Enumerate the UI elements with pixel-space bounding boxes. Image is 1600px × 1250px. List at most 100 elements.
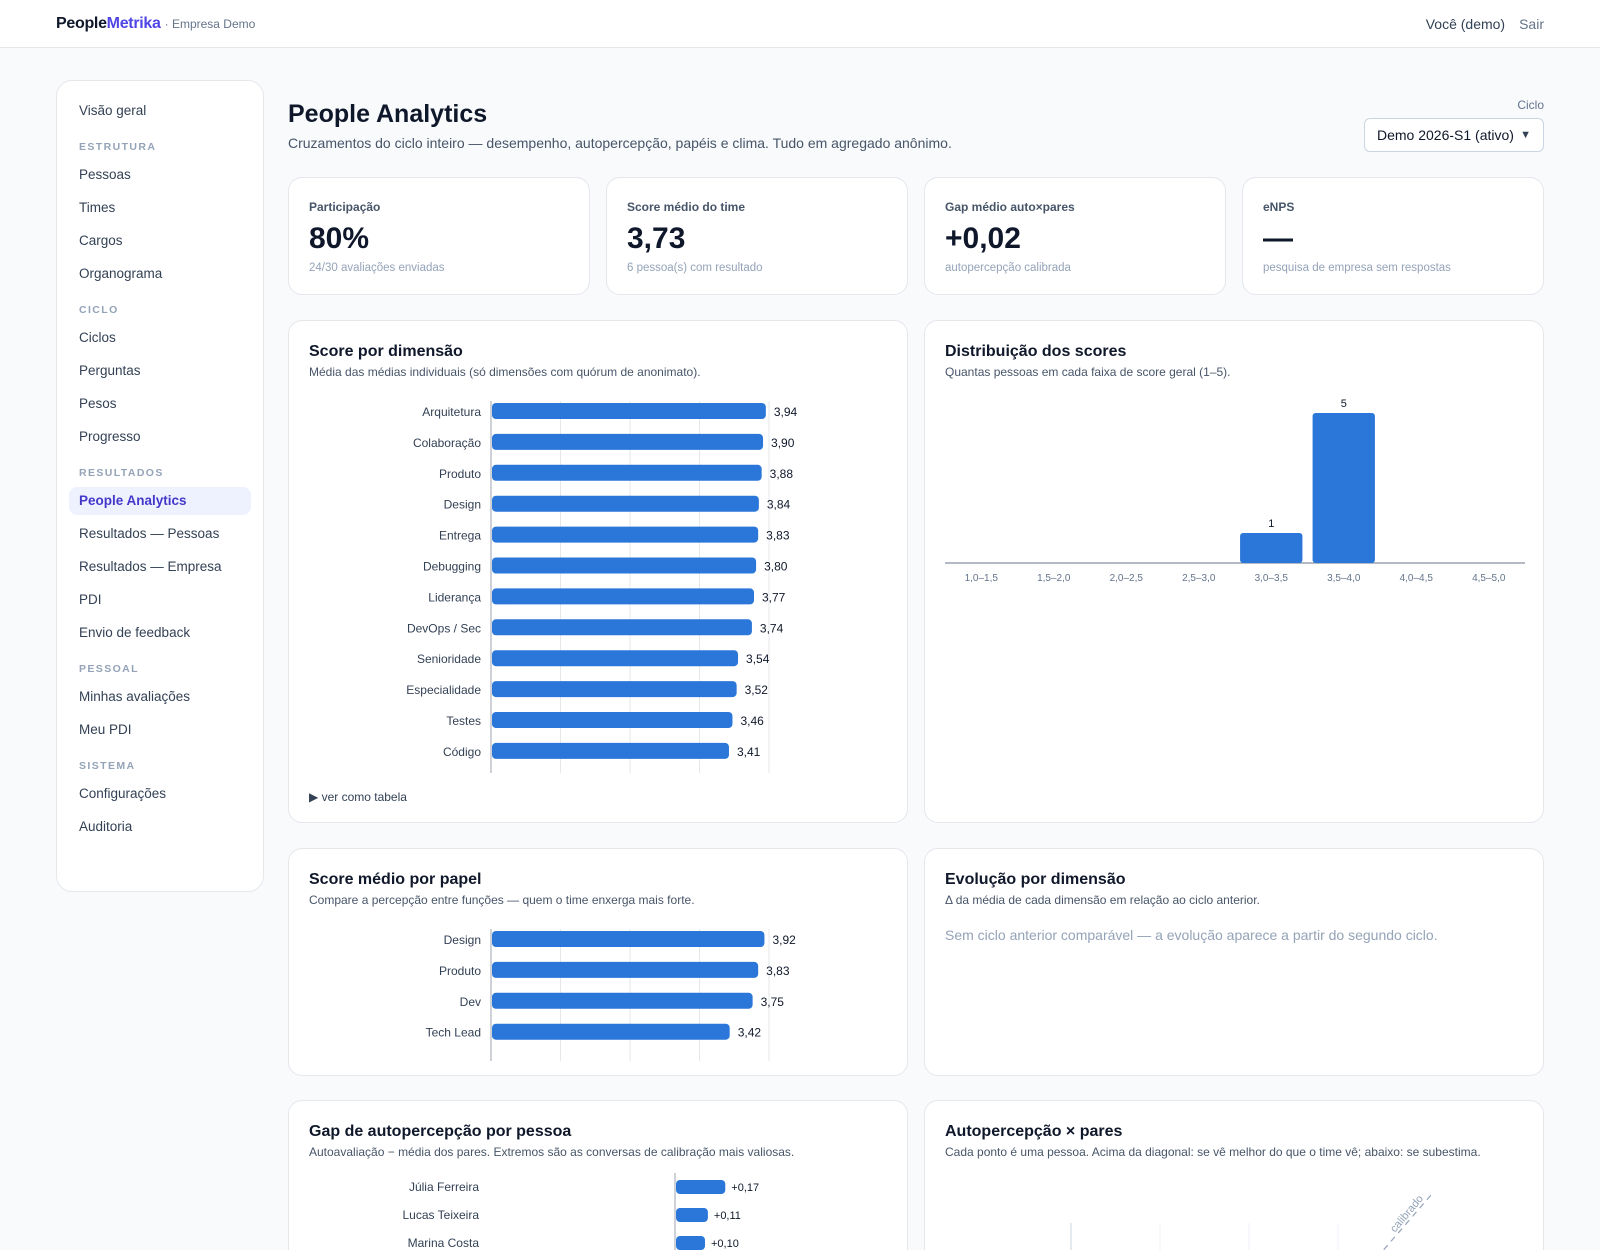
card-title: Autopercepção × pares <box>945 1123 1123 1140</box>
card-title: Score por dimensão <box>309 343 463 360</box>
cycle-label: Ciclo <box>1517 98 1544 112</box>
sidebar-item-pdi[interactable]: PDI <box>79 592 102 607</box>
bin-label: 2,5–3,0 <box>1182 573 1216 584</box>
chevron-down-icon: ▼ <box>1520 129 1531 141</box>
empty-state-text: Sem ciclo anterior comparável — a evoluç… <box>945 927 1438 943</box>
person-label: Marina Costa <box>408 1236 480 1250</box>
kpi-value: +0,02 <box>945 222 1021 255</box>
chart-bar <box>492 992 753 1009</box>
card-subtitle: Média das médias individuais (só dimensõ… <box>309 365 701 379</box>
scatter-plot: calibrado <box>1070 1193 1432 1250</box>
sidebar-item-envio-feedback[interactable]: Envio de feedback <box>79 625 191 640</box>
sidebar-item-organograma[interactable]: Organograma <box>79 266 163 281</box>
card-subtitle: Quantas pessoas em cada faixa de score g… <box>945 365 1231 379</box>
value-label: 3,52 <box>745 683 769 697</box>
sidebar-item-configuracoes[interactable]: Configurações <box>79 786 167 801</box>
bin-label: 1,5–2,0 <box>1037 573 1071 584</box>
category-label: Debugging <box>423 560 481 574</box>
sidebar-item-times[interactable]: Times <box>79 200 116 215</box>
sidebar-section-estrutura: ESTRUTURA <box>79 141 157 153</box>
bar-count-label: 5 <box>1341 398 1347 410</box>
value-label: 3,80 <box>764 560 788 574</box>
chart-bar <box>492 681 737 698</box>
bin-label: 4,0–4,5 <box>1400 573 1434 584</box>
category-label: DevOps / Sec <box>407 621 481 635</box>
chart-bar <box>676 1236 705 1250</box>
category-label: Arquitetura <box>422 405 481 419</box>
chart-bar <box>492 433 764 450</box>
card-subtitle: Cada ponto é uma pessoa. Acima da diagon… <box>945 1145 1481 1159</box>
sidebar-item-cargos[interactable]: Cargos <box>79 233 123 248</box>
value-label: 3,54 <box>746 652 770 666</box>
value-label: +0,17 <box>731 1182 759 1194</box>
category-label: Especialidade <box>406 683 481 697</box>
chart-bar <box>492 712 733 728</box>
sidebar-item-overview[interactable]: Visão geral <box>79 103 147 118</box>
user-name[interactable]: Você (demo) <box>1425 16 1506 32</box>
sidebar-item-people-analytics[interactable]: People Analytics <box>69 487 251 515</box>
table-toggle[interactable]: ▶ ver como tabela <box>309 790 407 804</box>
card-distribution: Distribuição dos scores Quantas pessoas … <box>924 320 1544 823</box>
card-subtitle: Compare a percepção entre funções — quem… <box>309 893 695 907</box>
value-label: 3,94 <box>774 405 798 419</box>
sidebar-item-perguntas[interactable]: Perguntas <box>79 363 141 378</box>
category-label: Código <box>443 745 481 759</box>
value-label: 3,83 <box>766 529 790 543</box>
page-subtitle: Cruzamentos do ciclo inteiro — desempenh… <box>288 135 952 151</box>
chart-bar <box>492 557 757 574</box>
category-label: Produto <box>439 467 481 481</box>
chart-bar <box>492 619 752 636</box>
kpi-sub: 24/30 avaliações enviadas <box>309 262 445 274</box>
kpi-value: 80% <box>309 222 370 255</box>
sidebar-item-meu-pdi[interactable]: Meu PDI <box>79 722 132 737</box>
brand-logo[interactable]: PeopleMetrika · Empresa Demo <box>56 15 255 33</box>
sidebar-item-auditoria[interactable]: Auditoria <box>79 819 133 834</box>
sidebar-item-progresso[interactable]: Progresso <box>79 429 141 444</box>
person-label: Júlia Ferreira <box>409 1180 479 1194</box>
value-label: +0,11 <box>714 1210 741 1222</box>
category-label: Senioridade <box>417 652 481 666</box>
sidebar-section-sistema: SISTEMA <box>79 760 136 772</box>
distribution-bar-chart: 1,0–1,5 1,5–2,0 2,0–2,5 2,5–3,0 1 3,0–3,5 5 3,5… <box>945 398 1525 584</box>
card-self-vs-peers: Autopercepção × pares Cada ponto é uma p… <box>924 1100 1544 1250</box>
chart-bar <box>492 931 765 947</box>
value-label: 3,75 <box>761 995 785 1009</box>
sidebar-item-resultados-empresa[interactable]: Resultados — Empresa <box>79 559 222 574</box>
logout-link[interactable]: Sair <box>1519 16 1544 32</box>
category-label: Dev <box>460 995 481 1009</box>
card-role-score: Score médio por papel Compare a percepçã… <box>288 848 908 1076</box>
page-title: People Analytics <box>288 100 488 128</box>
sidebar-item-minhas-avaliacoes[interactable]: Minhas avaliações <box>79 689 191 704</box>
value-label: +0,10 <box>711 1238 739 1250</box>
cycle-select[interactable]: Demo 2026-S1 (ativo) ▼ <box>1364 118 1544 152</box>
card-title: Score médio por papel <box>309 871 482 888</box>
chart-bar <box>492 1023 730 1040</box>
category-label: Entrega <box>439 529 481 543</box>
histogram-bar <box>1240 533 1303 563</box>
kpi-sub: 6 pessoa(s) com resultado <box>627 262 763 274</box>
sidebar-item-ciclos[interactable]: Ciclos <box>79 330 116 345</box>
value-label: 3,77 <box>762 590 786 604</box>
category-label: Tech Lead <box>426 1026 481 1040</box>
role-bar-chart: Design 3,92 Produto 3,83 Dev 3,75 Tech Lead 3,4… <box>426 929 796 1061</box>
card-gap-per-person: Gap de autopercepção por pessoa Autoaval… <box>288 1100 908 1250</box>
value-label: 3,88 <box>770 467 794 481</box>
value-label: 3,46 <box>740 714 764 728</box>
sidebar-item-pessoas[interactable]: Pessoas <box>79 167 131 182</box>
calibration-diagonal <box>1382 1194 1432 1250</box>
sidebar-item-pesos[interactable]: Pesos <box>79 396 117 411</box>
category-label: Design <box>444 933 481 947</box>
value-label: 3,74 <box>760 621 784 635</box>
sidebar: Visão geral ESTRUTURA Pessoas Times Carg… <box>56 80 264 892</box>
histogram-bar <box>1312 413 1375 563</box>
kpi-enps: eNPS — pesquisa de empresa sem respostas <box>1242 177 1544 295</box>
category-label: Design <box>444 498 481 512</box>
cycle-select-value: Demo 2026-S1 (ativo) <box>1377 127 1514 143</box>
kpi-label: Score médio do time <box>627 200 746 214</box>
card-dimension-score: Score por dimensão Média das médias indi… <box>288 320 908 823</box>
kpi-label: eNPS <box>1263 200 1295 214</box>
value-label: 3,84 <box>767 498 791 512</box>
kpi-value: — <box>1263 222 1293 255</box>
sidebar-item-resultados-pessoas[interactable]: Resultados — Pessoas <box>79 526 220 541</box>
bar-count-label: 1 <box>1268 518 1274 530</box>
